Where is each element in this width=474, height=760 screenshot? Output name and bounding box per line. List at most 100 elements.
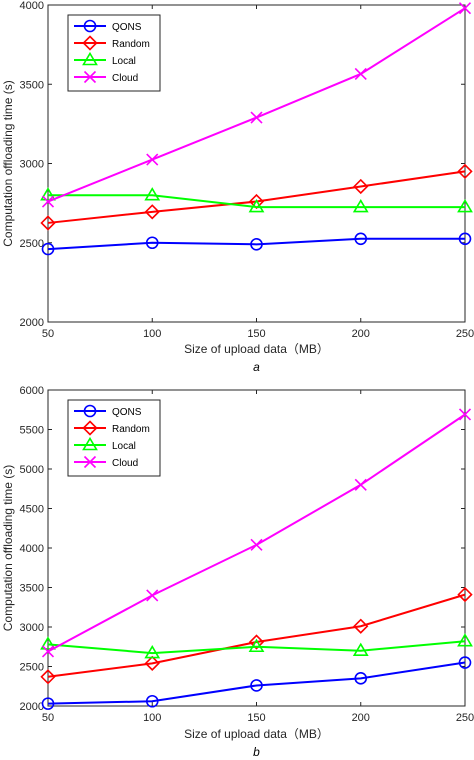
legend-label-random-a: Random xyxy=(112,39,150,50)
legend-marker-cloud-a xyxy=(83,70,97,84)
series-line-local-b xyxy=(47,640,466,655)
data-point-local-b xyxy=(144,644,161,659)
data-point-random-b xyxy=(353,618,369,634)
legend-marker-cloud-b xyxy=(83,455,97,469)
y-tick-label-b: 3000 xyxy=(20,622,44,634)
legend-marker-local-a xyxy=(82,51,98,66)
y-axis-label-a: Computation offloading time (s) xyxy=(1,80,15,247)
data-point-cloud-b xyxy=(458,408,472,421)
legend-label-random-b: Random xyxy=(112,424,150,435)
panel-label-b: b xyxy=(253,745,260,759)
data-point-qons-a xyxy=(354,232,368,246)
chart-panel-b: 50 100 150 200 250 2000 2500 3000 3500 4000 4500 50… xyxy=(1,385,474,759)
data-point-qons-b xyxy=(41,697,55,710)
data-point-cloud-b xyxy=(146,589,159,602)
y-tick-label-b: 6000 xyxy=(20,385,44,397)
legend-marker-random-a xyxy=(82,35,98,51)
data-point-random-a xyxy=(40,215,56,231)
series-qons-b xyxy=(41,656,472,710)
data-point-local-a xyxy=(40,187,56,201)
data-point-random-a xyxy=(144,204,160,220)
series-cloud-a xyxy=(41,2,472,208)
x-tick-label-a: 250 xyxy=(456,328,474,340)
data-point-local-b xyxy=(352,642,369,657)
data-point-random-a xyxy=(457,163,473,180)
x-axis-label-a: Size of upload data（MB） xyxy=(184,342,329,356)
series-line-qons-b xyxy=(47,661,466,705)
series-local-b xyxy=(40,633,473,659)
data-point-qons-a xyxy=(145,236,159,250)
legend-a: QONS Random Local Cloud xyxy=(67,14,161,92)
y-tick-label-a: 2000 xyxy=(20,317,44,329)
panel-label-a: a xyxy=(253,360,260,374)
legend-marker-qons-b xyxy=(83,404,97,418)
data-point-qons-a xyxy=(458,232,472,246)
x-tick-label-a: 150 xyxy=(247,328,265,340)
legend-box-b xyxy=(67,399,161,477)
legend-marker-random-b xyxy=(82,420,98,436)
data-point-random-b xyxy=(248,634,265,650)
data-point-cloud-a xyxy=(458,2,472,15)
data-point-local-b xyxy=(248,638,265,653)
x-axis-label-b: Size of upload data（MB） xyxy=(184,727,329,741)
x-tick-label-a: 200 xyxy=(352,328,370,340)
data-point-qons-b xyxy=(145,694,159,708)
data-point-qons-b xyxy=(458,656,472,669)
series-random-b xyxy=(40,586,473,685)
data-point-cloud-b xyxy=(250,538,263,551)
y-tick-label-b: 2500 xyxy=(20,662,44,674)
x-tick-label-b: 100 xyxy=(143,712,161,724)
series-line-qons-a xyxy=(47,237,465,251)
data-point-random-b xyxy=(144,655,160,671)
data-point-local-a xyxy=(144,187,161,201)
x-tick-label-b: 50 xyxy=(42,712,54,724)
x-tick-label-b: 150 xyxy=(247,712,265,724)
y-tick-label-a: 3500 xyxy=(20,79,44,91)
data-point-cloud-b xyxy=(41,645,55,658)
x-tick-label-a: 50 xyxy=(42,328,54,340)
data-point-cloud-b xyxy=(354,478,367,491)
series-line-local-a xyxy=(48,194,465,209)
x-tick-label-b: 200 xyxy=(352,712,370,724)
legend-label-qons-a: QONS xyxy=(112,22,142,33)
data-point-qons-b xyxy=(354,672,368,685)
legend-label-local-b: Local xyxy=(112,441,136,452)
series-qons-a xyxy=(41,232,472,256)
y-tick-label-b: 4500 xyxy=(20,504,44,516)
data-point-random-a xyxy=(353,178,369,195)
y-tick-label-a: 3000 xyxy=(20,159,44,171)
y-tick-label-a: 4000 xyxy=(20,0,44,12)
legend-label-local-a: Local xyxy=(112,56,136,67)
x-tick-label-b: 250 xyxy=(456,712,474,724)
legend-label-cloud-a: Cloud xyxy=(112,73,138,84)
data-point-cloud-a xyxy=(250,111,263,124)
legend-label-qons-b: QONS xyxy=(112,407,142,418)
data-point-qons-b xyxy=(250,679,263,692)
legend-box-a xyxy=(67,14,161,92)
y-tick-label-a: 2500 xyxy=(20,238,44,250)
y-tick-label-b: 5000 xyxy=(20,464,44,476)
y-tick-label-b: 3500 xyxy=(20,583,44,595)
y-tick-label-b: 4000 xyxy=(20,543,44,555)
chart-panel-a: 50 100 150 200 250 2000 2500 3000 3500 4000 Size o… xyxy=(1,0,474,374)
data-point-random-b xyxy=(40,669,56,685)
data-point-qons-a xyxy=(41,242,55,256)
legend-label-cloud-b: Cloud xyxy=(112,458,138,469)
data-point-local-b xyxy=(457,633,473,647)
data-point-local-b xyxy=(40,636,56,650)
y-axis-label-b: Computation offloading time (s) xyxy=(1,465,15,632)
y-tick-label-b: 2000 xyxy=(20,701,44,713)
series-cloud-b xyxy=(41,408,472,658)
data-point-random-b xyxy=(457,586,473,603)
x-tick-label-a: 100 xyxy=(143,328,161,340)
data-point-qons-a xyxy=(250,238,263,251)
legend-b: QONS Random Local Cloud xyxy=(67,399,161,477)
y-tick-label-b: 5500 xyxy=(20,425,44,437)
series-line-random-b xyxy=(47,593,466,678)
data-point-cloud-a xyxy=(354,67,367,81)
data-point-local-a xyxy=(352,199,369,213)
legend-marker-qons-a xyxy=(83,19,97,33)
data-point-local-a xyxy=(248,199,265,213)
data-point-local-a xyxy=(457,199,473,213)
